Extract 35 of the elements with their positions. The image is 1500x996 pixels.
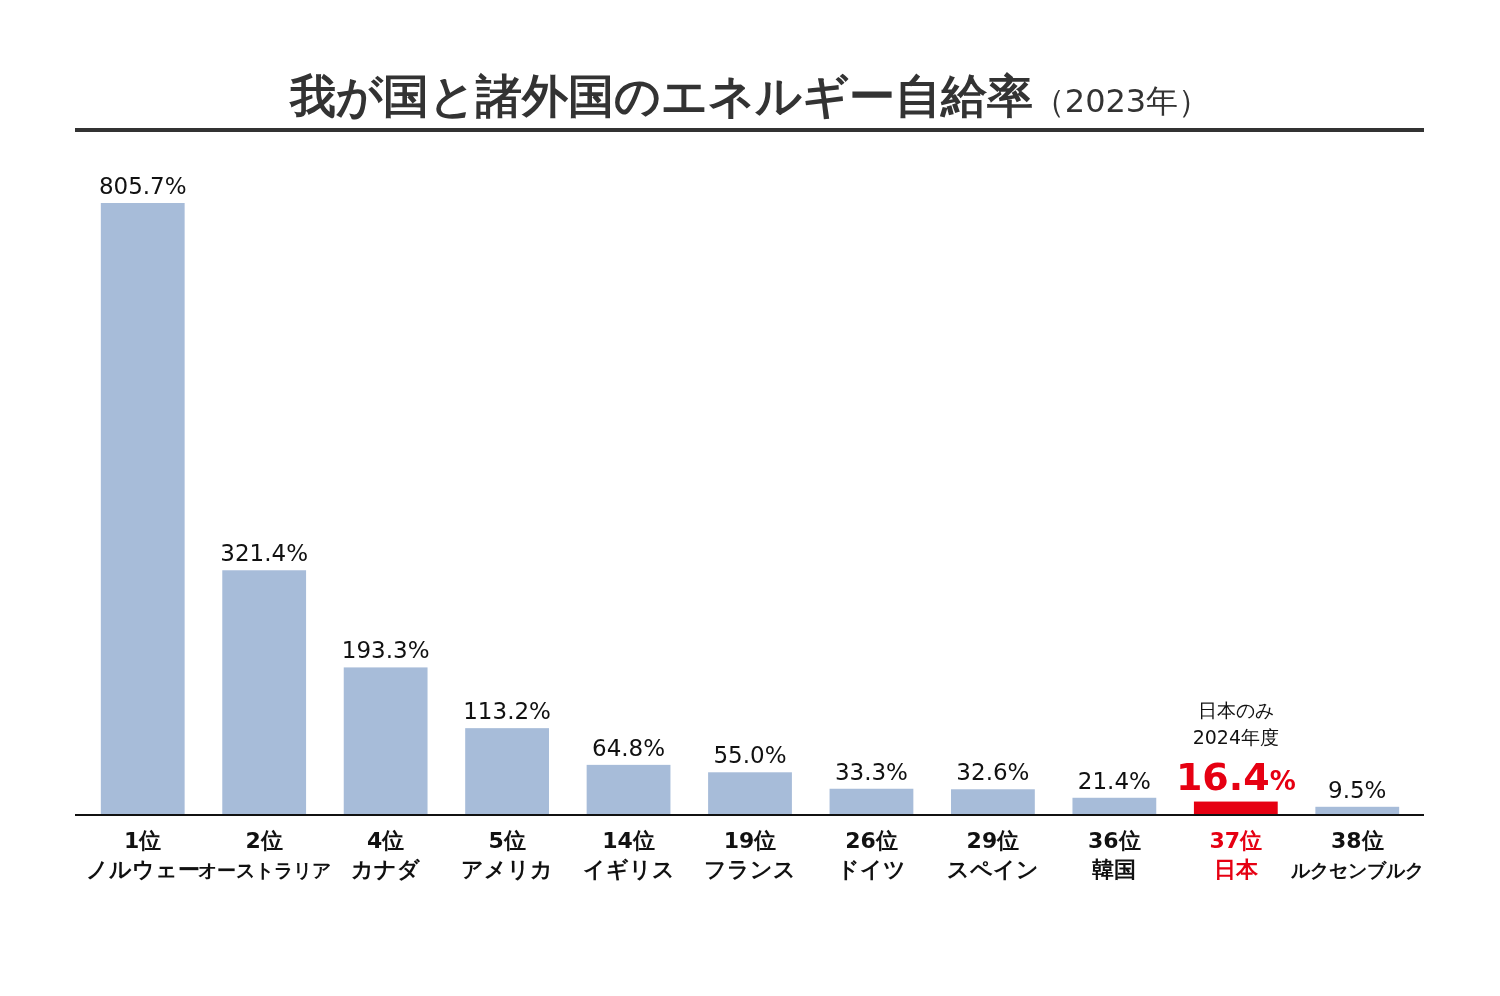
bar [1193, 801, 1278, 814]
data-label: 16.4% [1175, 754, 1296, 799]
x-tick-label: 19位フランス [704, 828, 796, 882]
data-label: 55.0% [713, 742, 787, 769]
x-tick-label: 14位イギリス [582, 828, 675, 882]
data-label: 193.3% [341, 637, 430, 664]
x-tick-label: 38位ルクセンブルク [1289, 828, 1424, 881]
data-label: 9.5% [1328, 776, 1387, 803]
x-tick-label: 5位アメリカ [461, 828, 554, 882]
bar [951, 789, 1035, 814]
x-tick-label: 2位オーストラリア [197, 828, 331, 881]
bar [465, 728, 549, 814]
annotation: 日本のみ 2024年度 [1192, 698, 1279, 748]
data-label: 64.8% [592, 734, 666, 761]
data-label: 21.4% [1077, 767, 1151, 794]
chart-title: 我が国と諸外国のエネルギー自給率（2023年） [288, 69, 1211, 123]
data-label: 32.6% [956, 759, 1030, 786]
x-tick-label: 29位スペイン [946, 828, 1039, 882]
bar [586, 764, 671, 814]
x-tick-label: 36位韓国 [1088, 828, 1141, 882]
data-label: 33.3% [834, 758, 908, 785]
bar [1072, 797, 1157, 814]
data-label: 321.4% [220, 540, 309, 567]
bar [829, 788, 914, 814]
bar [343, 667, 428, 814]
data-label: 805.7% [98, 173, 187, 199]
x-tick-label: 1位ノルウェー [85, 828, 200, 882]
x-tick-label: 26位ドイツ [836, 828, 906, 882]
bar [222, 570, 307, 814]
bar [1315, 806, 1400, 814]
bar [708, 772, 792, 814]
x-tick-label: 4位カナダ [351, 828, 422, 882]
x-tick-label: 37位日本 [1209, 828, 1263, 882]
data-label: 113.2% [463, 698, 551, 725]
bar [100, 203, 185, 814]
